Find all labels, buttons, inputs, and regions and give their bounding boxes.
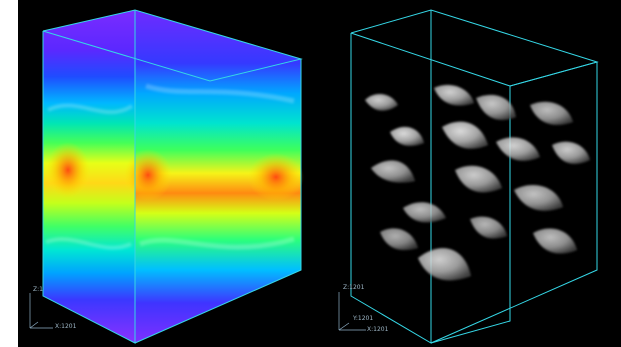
volume-side-frame	[134, 59, 302, 344]
right-x-axis-label: X:1201	[367, 326, 389, 333]
grayscale-isosurface-panel[interactable]: Z:1201 Y:1201 X:1201	[320, 0, 621, 347]
right-z-axis-label: Z:1201	[343, 284, 365, 291]
isosurface-structures	[365, 84, 590, 281]
hotspot-right	[248, 153, 304, 201]
hotspot-left	[46, 142, 90, 198]
left-z-axis-label: Z:1	[33, 286, 43, 293]
pseudocolor-volume-panel[interactable]: Z:1 X:1201	[18, 0, 319, 347]
volume-front-frame	[42, 10, 136, 344]
pseudocolor-volume-render[interactable]: Z:1 X:1201	[18, 0, 319, 347]
grayscale-isosurface-render[interactable]: Z:1201 Y:1201 X:1201	[320, 0, 621, 347]
isosurface-top-frame	[350, 9, 599, 87]
hotspot-center	[124, 149, 172, 201]
left-x-axis-label: X:1201	[55, 323, 77, 330]
right-y-axis-label: Y:1201	[352, 315, 373, 322]
left-axis-widget	[29, 293, 53, 329]
isosurface-side-frame	[430, 61, 598, 344]
visualization-viewport[interactable]: Z:1 X:1201	[18, 0, 621, 347]
isosurface-front-frame	[350, 10, 432, 344]
right-axis-widget	[338, 292, 366, 331]
